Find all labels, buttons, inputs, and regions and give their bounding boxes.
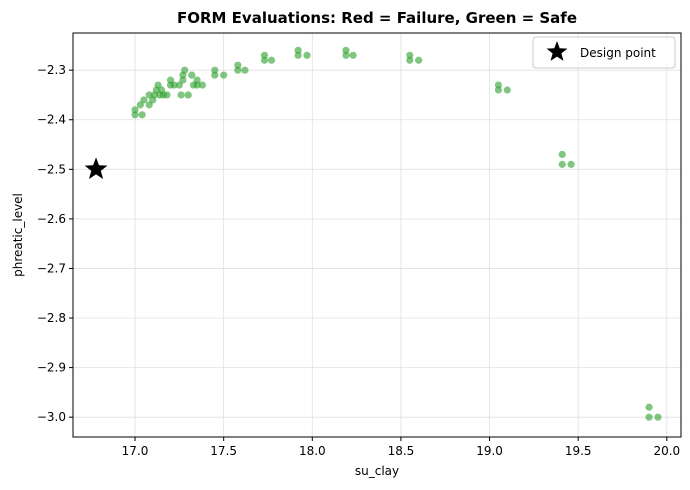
safe-point [558,160,566,168]
y-axis-label: phreatic_level [11,193,25,277]
safe-point [163,91,171,99]
safe-point [654,413,662,421]
safe-point [406,51,414,59]
safe-point [234,61,242,69]
chart-title: FORM Evaluations: Red = Failure, Green =… [177,9,577,27]
safe-point [294,51,302,59]
legend-box [532,36,676,69]
x-tick-label: 20.0 [653,444,680,458]
safe-point [211,66,219,74]
data-points [131,46,662,421]
safe-point [267,56,276,64]
x-tick-label: 19.5 [565,444,592,458]
safe-point [177,91,185,99]
safe-point [645,413,653,421]
safe-point [503,86,511,94]
safe-point [131,111,139,119]
x-tick-label: 17.0 [122,444,149,458]
y-tick-label: −2.4 [37,113,66,127]
safe-point [558,150,566,159]
safe-point [567,160,575,168]
safe-point [184,91,192,99]
safe-point [494,81,503,89]
y-tick-label: −3.0 [37,410,66,424]
safe-point [260,56,269,64]
safe-point [241,66,249,74]
safe-point [138,111,146,119]
safe-point [494,86,503,94]
safe-point [406,56,414,64]
design-point-layer [84,157,108,180]
x-axis-label: su_clay [355,464,399,478]
y-tick-label: −2.9 [37,361,66,375]
safe-point [415,56,423,64]
safe-point [140,96,148,104]
safe-point [198,81,206,89]
safe-point [342,46,350,54]
safe-point [294,46,302,54]
safe-point [645,403,653,411]
x-tick-label: 17.5 [210,444,237,458]
x-tick-label: 18.5 [388,444,415,458]
safe-point [175,81,183,89]
legend: Design point [532,36,676,69]
x-tick-label: 19.0 [476,444,503,458]
x-axis-ticks: 17.0 17.5 18.0 18.5 19.0 19.5 20.0 [122,437,680,458]
y-tick-label: −2.5 [37,162,66,176]
grid-lines [73,33,681,437]
plot-frame [72,32,682,438]
legend-star-marker [546,41,568,61]
safe-point [170,81,178,89]
safe-point [193,81,201,89]
safe-point [145,101,153,109]
legend-label-design-point: Design point [580,46,656,60]
y-tick-label: −2.3 [37,63,66,77]
y-axis-ticks: −3.0 −2.9 −2.8 −2.7 −2.6 −2.5 −2.4 −2.3 [37,63,73,424]
safe-point [166,76,175,84]
safe-point [154,81,162,89]
y-tick-label: −2.8 [37,311,66,325]
design-point-star [84,157,108,180]
y-tick-label: −2.6 [37,212,66,226]
safe-point [181,66,189,74]
safe-point [342,51,350,59]
safe-point [260,51,269,59]
safe-point [211,71,219,79]
safe-point [349,51,357,59]
safe-point [193,76,201,84]
safe-point [145,91,153,99]
safe-point [136,101,144,109]
safe-point [303,51,311,59]
safe-point [234,66,242,74]
safe-point [188,71,196,79]
safe-point [131,106,139,114]
x-tick-label: 18.0 [299,444,326,458]
safe-point [220,71,228,79]
y-tick-label: −2.7 [37,261,66,275]
safe-point [179,76,187,84]
